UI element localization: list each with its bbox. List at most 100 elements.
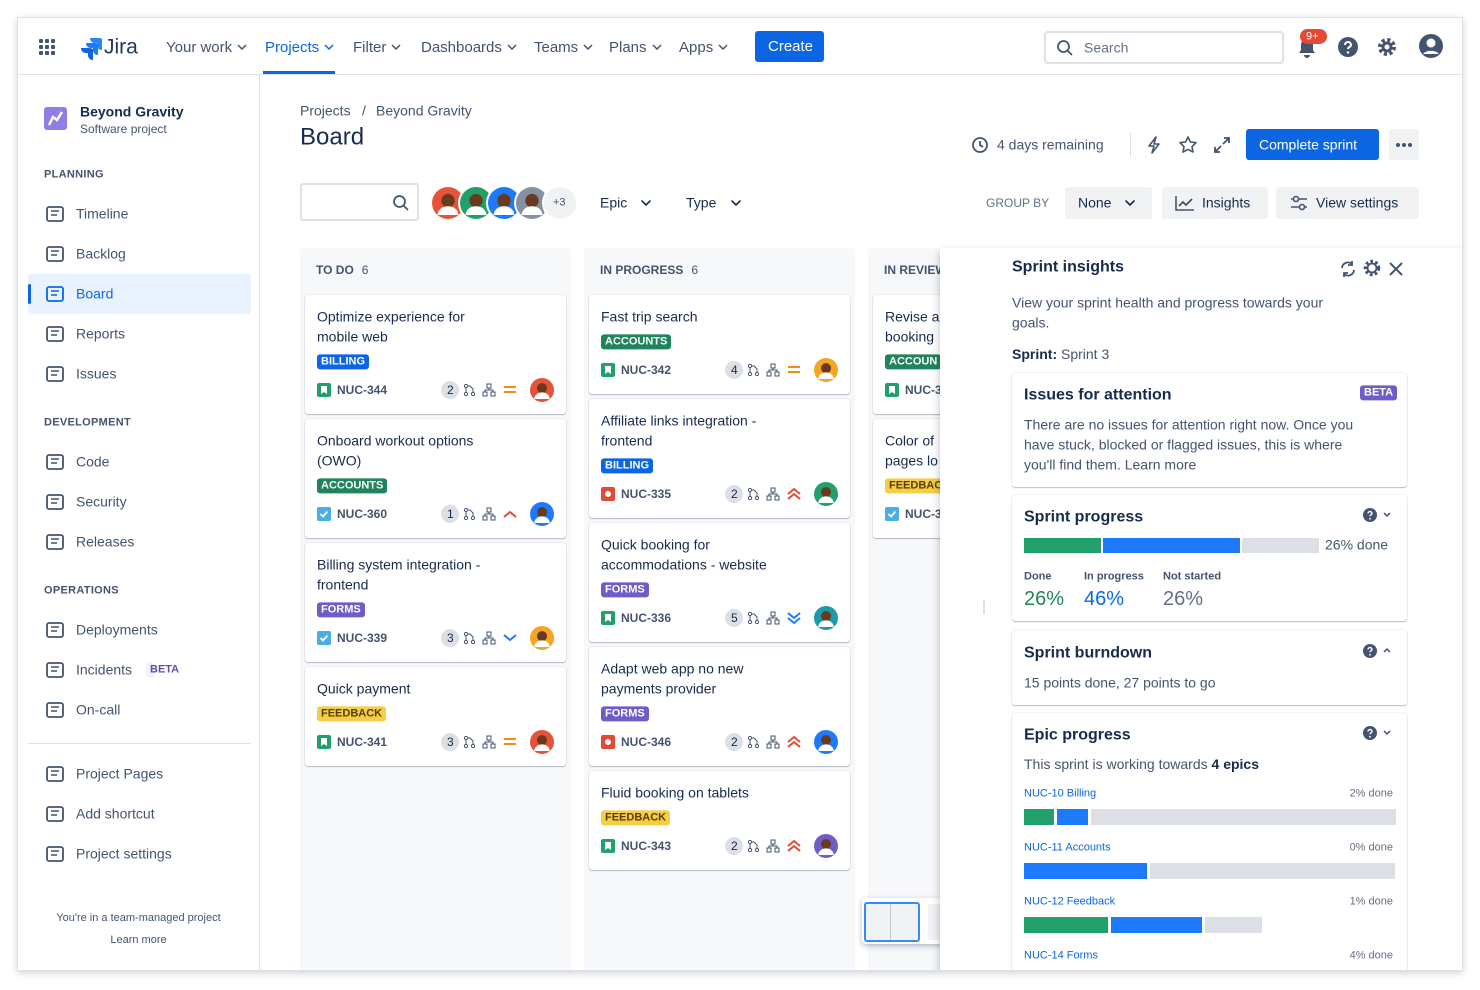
sidebar-item[interactable]: Security (76, 493, 127, 510)
icon-part (324, 44, 334, 50)
board-search[interactable] (300, 183, 419, 221)
complete-sprint-button[interactable]: Complete sprint (1246, 129, 1379, 160)
sidebar-item[interactable]: Deployments (76, 621, 158, 638)
priority-icon (788, 366, 800, 373)
sidebar-item[interactable]: Releases (76, 533, 135, 550)
breadcrumb[interactable]: Beyond Gravity (376, 102, 472, 119)
icon-part (463, 507, 469, 513)
filter-dropdown[interactable]: Epic (600, 194, 628, 211)
sidebar-item[interactable]: Backlog (76, 245, 126, 262)
group-by-dropdown[interactable]: None (1065, 187, 1152, 219)
issue-key[interactable]: NUC-342 (621, 362, 672, 377)
icon-part (463, 515, 469, 521)
sidebar-item[interactable]: Board (76, 285, 114, 302)
issue-card[interactable]: Adapt web app no new payments provider FOR… (589, 647, 850, 766)
issue-key[interactable]: NUC-339 (337, 630, 388, 645)
nav-item[interactable]: Teams (534, 38, 593, 56)
nav-item[interactable]: Apps (679, 38, 728, 56)
icon-part (51, 210, 59, 216)
settings-icon (1363, 259, 1381, 277)
issue-card[interactable]: Fluid booking on tablets FEEDBACK NUC-343 2 (589, 771, 850, 870)
issue-key[interactable]: NUC-344 (337, 382, 388, 397)
stat-value: 46% (1084, 588, 1125, 610)
icon-part (818, 744, 834, 751)
sidebar-item[interactable]: Issues (76, 365, 117, 382)
assignee-avatar (814, 730, 838, 754)
issue-type-icon (601, 611, 615, 625)
card-title: Color of (885, 432, 935, 449)
epic-link[interactable]: NUC-11 Accounts (1024, 841, 1111, 854)
sidebar-item[interactable]: Reports (76, 325, 126, 342)
epic-tag: ACCOUNTS (317, 478, 388, 494)
icon-part (507, 44, 517, 50)
epic-link[interactable]: NUC-14 Forms (1024, 949, 1098, 962)
epic-segment (1204, 917, 1263, 933)
issue-type-icon (601, 735, 615, 749)
icon-part (90, 38, 102, 50)
icon-part (1363, 259, 1381, 277)
board-minimap[interactable] (862, 898, 955, 944)
view-settings-button[interactable]: View settings (1276, 187, 1419, 219)
issue-key[interactable]: NUC-341 (337, 734, 388, 749)
issue-card[interactable]: Quick booking for accommodations - websit… (589, 523, 850, 642)
branch-icon (463, 507, 476, 521)
issue-key[interactable]: NUC-343 (621, 838, 672, 853)
more-avatars[interactable]: +3 (542, 185, 578, 221)
nav-item[interactable]: Dashboards (421, 38, 517, 56)
sidebar-icon (46, 366, 64, 382)
subtask-icon (766, 363, 780, 377)
issue-key[interactable]: NUC-3 (905, 506, 942, 521)
filter-dropdown[interactable]: Type (686, 194, 717, 211)
icon-part (490, 743, 496, 749)
branch-icon (463, 631, 476, 645)
search-box[interactable]: Search (1044, 31, 1284, 64)
insights-button[interactable]: Insights (1162, 187, 1268, 219)
icon-part (1367, 646, 1373, 653)
badge-text: BETA (150, 663, 180, 676)
epic-tag: FORMS (601, 706, 649, 722)
issue-key[interactable]: NUC-335 (621, 486, 672, 501)
issue-key[interactable]: NUC-336 (621, 610, 672, 625)
column-name: IN PROGRESS (600, 263, 684, 277)
issue-card[interactable]: Fast trip search ACCOUNTS NUC-342 4 (589, 295, 850, 394)
epic-link[interactable]: NUC-12 Feedback (1024, 895, 1116, 908)
issue-key[interactable]: NUC-3 (905, 382, 942, 397)
issue-key[interactable]: NUC-360 (337, 506, 388, 521)
nav-item[interactable]: Plans (609, 38, 662, 56)
issue-card[interactable]: Optimize experience for mobile web BILLING… (305, 295, 566, 414)
icon-part (747, 743, 753, 749)
sidebar-item[interactable]: Timeline (76, 205, 129, 222)
icon-part (469, 193, 483, 208)
section-heading: OPERATIONS (44, 584, 119, 597)
sidebar-item[interactable]: Project settings (76, 845, 172, 862)
icon-part (747, 371, 753, 377)
issue-card[interactable]: Billing system integration - frontend FORM… (305, 543, 566, 662)
icon-part (1383, 730, 1391, 736)
icon-part (470, 515, 476, 521)
icon-part (403, 205, 409, 211)
card-title: frontend (317, 576, 369, 593)
sidebar-item[interactable]: On-call (76, 701, 121, 718)
icon-part (754, 847, 760, 853)
breadcrumb[interactable]: Projects (300, 102, 351, 119)
more-button[interactable] (1389, 129, 1419, 160)
subtask-icon (766, 487, 780, 501)
sidebar-item[interactable]: Incidents (76, 661, 133, 678)
issue-card[interactable]: Affiliate links integration - frontend BIL… (589, 399, 850, 518)
icon-part (605, 491, 611, 497)
issue-key[interactable]: NUC-346 (621, 734, 672, 749)
create-button[interactable]: Create (755, 31, 824, 62)
issue-card[interactable]: Quick payment FEEDBACK NUC-341 3 (305, 667, 566, 766)
branch-icon (747, 735, 760, 749)
sidebar-item[interactable]: Code (76, 453, 110, 470)
button-label: View settings (1316, 194, 1399, 211)
sidebar-item[interactable]: Add shortcut (76, 805, 155, 822)
nav-item[interactable]: Filter (353, 38, 401, 56)
nav-item[interactable]: Projects (265, 38, 334, 56)
issue-card[interactable]: Onboard workout options (OWO) ACCOUNTS NUC-… (305, 419, 566, 538)
sidebar-item[interactable]: Project Pages (76, 765, 164, 782)
nav-item[interactable]: Your work (166, 38, 247, 56)
epic-link[interactable]: NUC-10 Billing (1024, 787, 1097, 800)
chevron (583, 44, 593, 50)
icon-part (46, 454, 64, 470)
